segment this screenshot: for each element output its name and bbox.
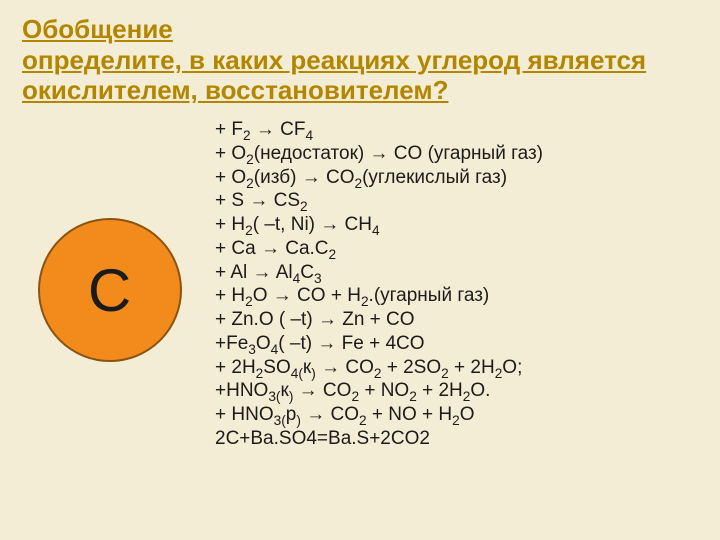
reaction-line: + Zn.O ( –t) → Zn + CO <box>215 308 543 332</box>
reaction-line: + F2 → CF4 <box>215 118 543 142</box>
reaction-line: + H2( –t, Ni) → CH4 <box>215 213 543 237</box>
title-line-3: окислителем, восстановителем? <box>22 75 448 105</box>
content-row: C + F2 → CF4 + O2(недостаток) → CO (угар… <box>22 118 698 451</box>
reaction-line: + S → CS2 <box>215 189 543 213</box>
title-line-2: определите, в каких реакциях углерод явл… <box>22 45 646 75</box>
title-line-1: Обобщение <box>22 14 173 44</box>
carbon-circle: C <box>38 218 182 362</box>
slide: Обобщение определите, в каких реакциях у… <box>0 0 720 540</box>
carbon-label: C <box>88 256 131 325</box>
reaction-line: 2C+Ba.SO4=Ba.S+2CO2 <box>215 427 543 451</box>
reaction-line: + O2(недостаток) → CO (угарный газ) <box>215 142 543 166</box>
reaction-line: + HNO3(р) → CO2 + NO + H2O <box>215 403 543 427</box>
slide-title: Обобщение определите, в каких реакциях у… <box>22 14 698 106</box>
reaction-line: + Ca → Ca.C2 <box>215 237 543 261</box>
reaction-line: + 2H2SO4(к) → CO2 + 2SO2 + 2H2O; <box>215 356 543 380</box>
reaction-line: +HNO3(к) → CO2 + NO2 + 2H2O. <box>215 379 543 403</box>
reaction-line: +Fe3O4( –t) → Fe + 4CO <box>215 332 543 356</box>
reaction-line: + O2(изб) → CO2(углекислый газ) <box>215 166 543 190</box>
reaction-line: + Al → Al4C3 <box>215 261 543 285</box>
reaction-line: + H2O → CO + H2.(угарный газ) <box>215 284 543 308</box>
reactions-list: + F2 → CF4 + O2(недостаток) → CO (угарны… <box>215 118 543 451</box>
circle-column: C <box>22 218 197 362</box>
